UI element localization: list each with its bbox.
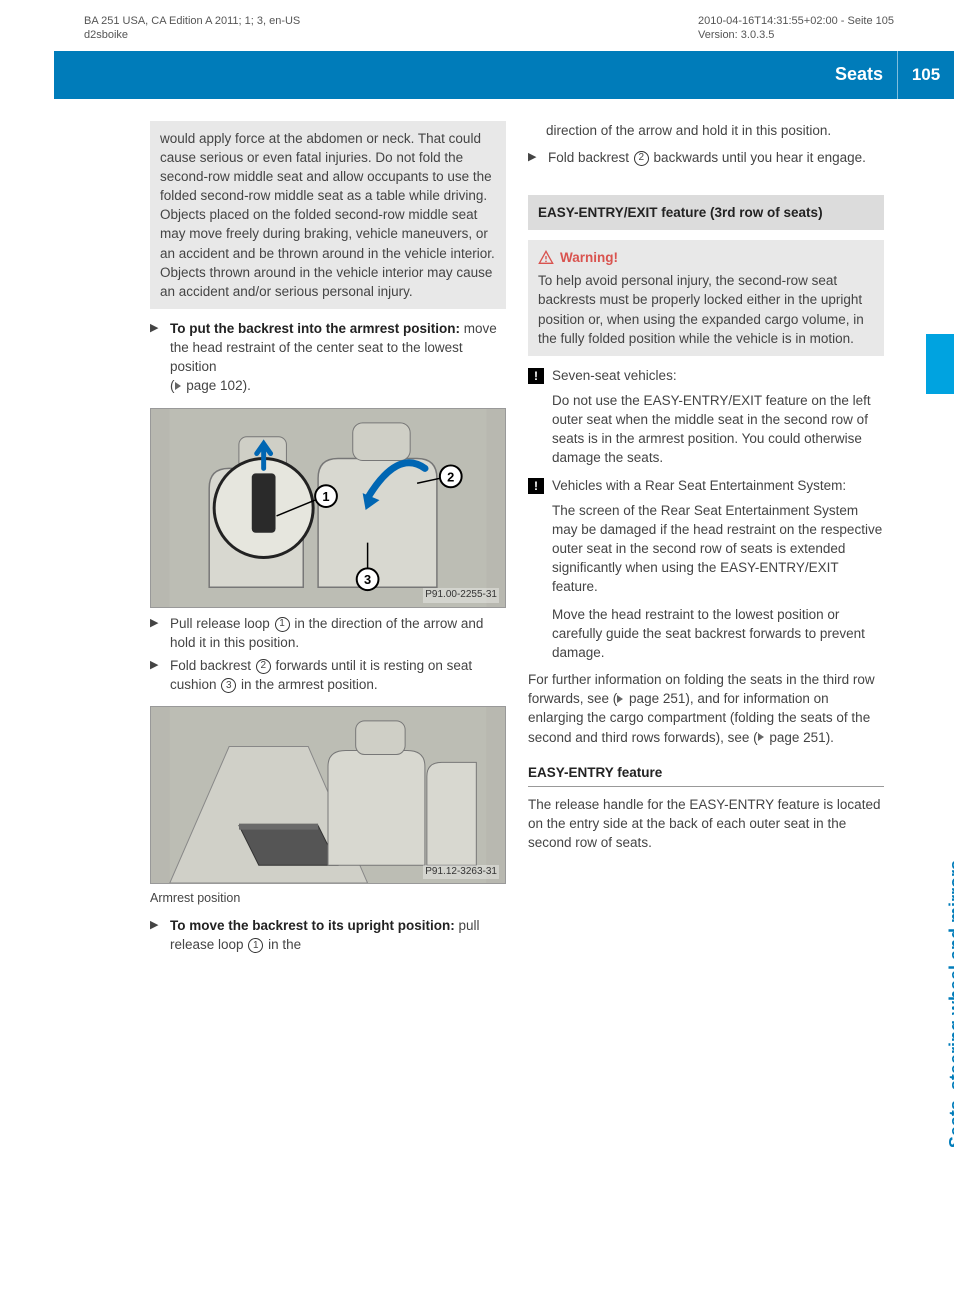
exclaim-icon: ! [528, 368, 544, 384]
svg-text:3: 3 [364, 572, 371, 587]
figure-1: 1 2 3 P91.00-2255-31 [150, 408, 506, 608]
warning-heading: Warning! [538, 248, 874, 267]
subheading-easy-entry: EASY-ENTRY feature [528, 763, 884, 787]
page-content: would apply force at the abdomen or neck… [0, 99, 954, 979]
step-fold-back: ▶ Fold backrest 2 backwards until you he… [528, 148, 884, 167]
callout-1: 1 [275, 617, 290, 632]
note-rse-body-1: The screen of the Rear Seat Entertainmen… [528, 501, 884, 597]
step-marker-icon: ▶ [150, 656, 164, 694]
page-number: 105 [898, 65, 954, 85]
step-to-upright: ▶ To move the backrest to its upright po… [150, 916, 506, 954]
note-rse: ! Vehicles with a Rear Seat Entertainmen… [528, 476, 884, 495]
callout-2: 2 [634, 151, 649, 166]
further-info-para: For further information on folding the s… [528, 670, 884, 747]
header-right: 2010-04-16T14:31:55+02:00 - Seite 105 Ve… [698, 14, 894, 43]
warning-box: Warning! To help avoid personal injury, … [528, 240, 884, 356]
warning-triangle-icon [538, 250, 554, 266]
header-left-line2: d2sboike [84, 28, 300, 42]
easy-entry-paragraph: The release handle for the EASY-ENTRY fe… [528, 795, 884, 852]
warning-text: would apply force at the abdomen or neck… [160, 131, 495, 299]
section-bar: Seats 105 [54, 51, 954, 99]
figure-2-label: P91.12-3263-31 [423, 865, 499, 879]
warning-body: To help avoid personal injury, the secon… [538, 273, 864, 345]
step-continuation: direction of the arrow and hold it in th… [528, 121, 884, 140]
header-right-line1: 2010-04-16T14:31:55+02:00 - Seite 105 [698, 14, 894, 28]
chapter-side-label: Seats, steering wheel and mirrors [946, 860, 954, 1148]
page-ref: page 102). [186, 378, 251, 393]
note-seven-seat: ! Seven-seat vehicles: [528, 366, 884, 385]
right-column: direction of the arrow and hold it in th… [528, 121, 884, 959]
figure-1-label: P91.00-2255-31 [423, 588, 499, 602]
doc-header: BA 251 USA, CA Edition A 2011; 1; 3, en-… [0, 0, 954, 51]
callout-3: 3 [221, 678, 236, 693]
svg-text:2: 2 [447, 469, 454, 484]
ref-triangle-icon [758, 733, 764, 741]
step-lead: To put the backrest into the armrest pos… [170, 321, 460, 336]
section-title: Seats [835, 51, 898, 99]
header-left-line1: BA 251 USA, CA Edition A 2011; 1; 3, en-… [84, 14, 300, 28]
note-seven-seat-body: Do not use the EASY-ENTRY/EXIT feature o… [528, 391, 884, 468]
step-to-armrest: ▶ To put the backrest into the armrest p… [150, 319, 506, 396]
exclaim-icon: ! [528, 478, 544, 494]
step-pull-loop: ▶ Pull release loop 1 in the direction o… [150, 614, 506, 652]
section-heading-easy-entry-exit: EASY-ENTRY/EXIT feature (3rd row of seat… [528, 195, 884, 230]
callout-1: 1 [248, 938, 263, 953]
svg-text:1: 1 [322, 489, 329, 504]
warning-box-continued: would apply force at the abdomen or neck… [150, 121, 506, 309]
ref-triangle-icon [175, 382, 181, 390]
step-marker-icon: ▶ [528, 148, 542, 167]
ref-triangle-icon [617, 695, 623, 703]
header-left: BA 251 USA, CA Edition A 2011; 1; 3, en-… [84, 14, 300, 43]
step-fold-forward: ▶ Fold backrest 2 forwards until it is r… [150, 656, 506, 694]
side-tab [926, 334, 954, 394]
header-right-line2: Version: 3.0.3.5 [698, 28, 894, 42]
step-marker-icon: ▶ [150, 916, 164, 954]
callout-2: 2 [256, 659, 271, 674]
figure-2-caption: Armrest position [150, 890, 506, 908]
note-rse-body-2: Move the head restraint to the lowest po… [528, 605, 884, 662]
warning-label: Warning! [560, 248, 618, 267]
left-column: would apply force at the abdomen or neck… [150, 121, 506, 959]
step-marker-icon: ▶ [150, 319, 164, 396]
step-marker-icon: ▶ [150, 614, 164, 652]
figure-2: P91.12-3263-31 [150, 706, 506, 884]
